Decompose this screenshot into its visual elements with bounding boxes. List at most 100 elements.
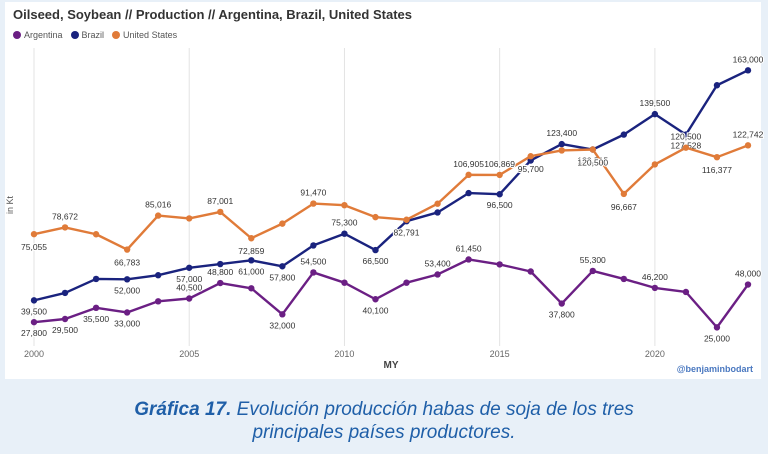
caption-label: Gráfica 17. <box>134 399 232 420</box>
legend-label-argentina: Argentina <box>24 30 63 40</box>
legend-item-argentina[interactable]: Argentina <box>13 30 63 40</box>
data-label-united-states-2014: 106,905 <box>453 159 484 169</box>
data-label-argentina-2013: 53,400 <box>425 258 451 268</box>
data-point-brazil-2005 <box>186 264 193 271</box>
data-label-united-states-2007: 72,859 <box>238 246 264 256</box>
data-label-united-states-2022: 116,377 <box>702 165 732 175</box>
data-label-argentina-2008: 32,000 <box>269 320 295 330</box>
data-point-argentina-2013 <box>434 271 441 278</box>
data-point-united-states-2022 <box>713 153 721 161</box>
x-tick-label-2015: 2015 <box>490 349 510 359</box>
data-point-argentina-2023 <box>744 281 752 288</box>
data-label-argentina-2001: 29,500 <box>52 325 78 335</box>
data-point-brazil-2022 <box>713 82 721 89</box>
data-point-brazil-2011 <box>372 246 379 254</box>
data-label-argentina-2018: 55,300 <box>580 255 606 265</box>
data-label-brazil-2011: 66,500 <box>362 256 388 266</box>
series-line-brazil <box>33 69 749 302</box>
legend-marker-brazil <box>70 31 79 39</box>
data-point-united-states-2006 <box>217 208 224 216</box>
x-tick-label-2010: 2010 <box>334 349 354 359</box>
data-label-brazil-2007: 61,000 <box>238 266 264 276</box>
data-point-argentina-2012 <box>403 279 410 286</box>
data-label-united-states-2009: 91,470 <box>300 188 326 198</box>
chart-panel: Oilseed, Soybean // Production // Argent… <box>5 2 761 379</box>
line-chart: 2000 2005 2010 2015 2020 MY 27,800 29,500 35,500… <box>20 48 765 371</box>
data-label-brazil-2008: 57,800 <box>269 272 295 282</box>
data-point-brazil-2009 <box>310 242 317 249</box>
data-point-united-states-2009 <box>310 200 317 207</box>
legend-marker-argentina <box>13 31 21 39</box>
data-label-argentina-2006: 48,800 <box>207 267 233 277</box>
data-label-argentina-2002: 35,500 <box>83 314 109 324</box>
data-point-brazil-2021 <box>682 131 690 138</box>
data-point-brazil-2010 <box>341 230 348 237</box>
data-label-brazil-2015: 96,500 <box>487 200 513 210</box>
data-point-argentina-2003 <box>123 309 131 316</box>
legend-item-brazil[interactable]: Brazil <box>70 30 104 40</box>
data-point-united-states-2020 <box>651 161 659 168</box>
data-point-argentina-2020 <box>651 284 659 292</box>
data-point-united-states-2023 <box>744 142 752 149</box>
data-label-brazil-2023: 163,000 <box>733 54 764 64</box>
x-tick-label-2005: 2005 <box>179 349 199 359</box>
data-label-united-states-2001: 78,672 <box>52 211 78 221</box>
data-label-united-states-2003: 66,783 <box>114 258 140 268</box>
data-point-argentina-2015 <box>496 261 503 268</box>
data-point-brazil-2000 <box>30 297 38 304</box>
data-point-united-states-2016 <box>527 153 534 160</box>
data-point-argentina-2002 <box>92 304 100 312</box>
caption-text-line2: principales países productores. <box>252 422 516 443</box>
data-point-brazil-2007 <box>248 257 255 264</box>
data-label-united-states-2004: 85,016 <box>145 200 171 210</box>
data-label-united-states-2016: 95,700 <box>518 164 544 174</box>
data-point-united-states-2015 <box>496 171 503 179</box>
series-line-united-states <box>33 144 749 251</box>
data-point-brazil-2002 <box>92 275 100 283</box>
data-point-united-states-2014 <box>465 171 472 179</box>
x-tick-label-2020: 2020 <box>645 349 665 359</box>
x-axis-label: MY <box>384 360 399 371</box>
data-point-united-states-2007 <box>248 235 255 242</box>
data-label-brazil-2003: 52,000 <box>114 285 140 295</box>
data-label-argentina-2017: 37,800 <box>549 310 575 320</box>
data-label-brazil-2010: 75,300 <box>331 218 357 228</box>
data-point-united-states-2012 <box>403 216 410 223</box>
data-label-argentina-2020: 46,200 <box>642 272 668 282</box>
series-line-argentina <box>33 258 749 329</box>
data-point-united-states-2013 <box>434 200 441 207</box>
data-point-brazil-2008 <box>279 263 286 270</box>
data-label-brazil-2020: 139,500 <box>640 98 671 108</box>
data-point-brazil-2014 <box>465 189 472 197</box>
data-point-united-states-2019 <box>620 190 628 198</box>
data-point-argentina-2011 <box>372 296 379 303</box>
data-point-argentina-2001 <box>61 315 69 323</box>
data-label-united-states-2023: 122,742 <box>733 129 764 139</box>
data-point-united-states-2018 <box>589 146 596 153</box>
x-tick-label-2000: 2000 <box>24 349 44 359</box>
chart-legend: Argentina Brazil United States <box>13 30 177 40</box>
legend-marker-united-states <box>112 31 121 39</box>
data-point-argentina-2017 <box>558 300 565 307</box>
data-label-argentina-2009: 54,500 <box>300 256 326 266</box>
data-point-brazil-2019 <box>620 131 628 138</box>
data-point-argentina-2019 <box>620 275 628 283</box>
data-label-argentina-2000: 27,800 <box>21 328 47 338</box>
data-point-brazil-2013 <box>434 209 441 216</box>
legend-item-united-states[interactable]: United States <box>112 30 177 40</box>
data-point-brazil-2004 <box>154 272 162 279</box>
data-point-united-states-2010 <box>341 201 348 209</box>
data-label-brazil-2005: 57,000 <box>176 274 202 284</box>
data-point-brazil-2020 <box>651 110 659 118</box>
data-label-united-states-2019: 96,667 <box>611 202 637 212</box>
data-point-argentina-2000 <box>30 318 38 326</box>
data-point-united-states-2008 <box>279 220 286 227</box>
data-label-argentina-2014: 61,450 <box>456 243 482 253</box>
legend-label-united-states: United States <box>123 30 178 40</box>
data-point-argentina-2007 <box>248 285 255 292</box>
figure-caption: Gráfica 17. Evolución producción habas d… <box>0 398 768 444</box>
data-point-argentina-2008 <box>279 311 286 318</box>
caption-text-line1: Evolución producción habas de soja de lo… <box>236 399 634 420</box>
data-label-argentina-2023: 48,000 <box>735 269 761 279</box>
data-label-brazil-2017: 123,400 <box>546 128 577 138</box>
